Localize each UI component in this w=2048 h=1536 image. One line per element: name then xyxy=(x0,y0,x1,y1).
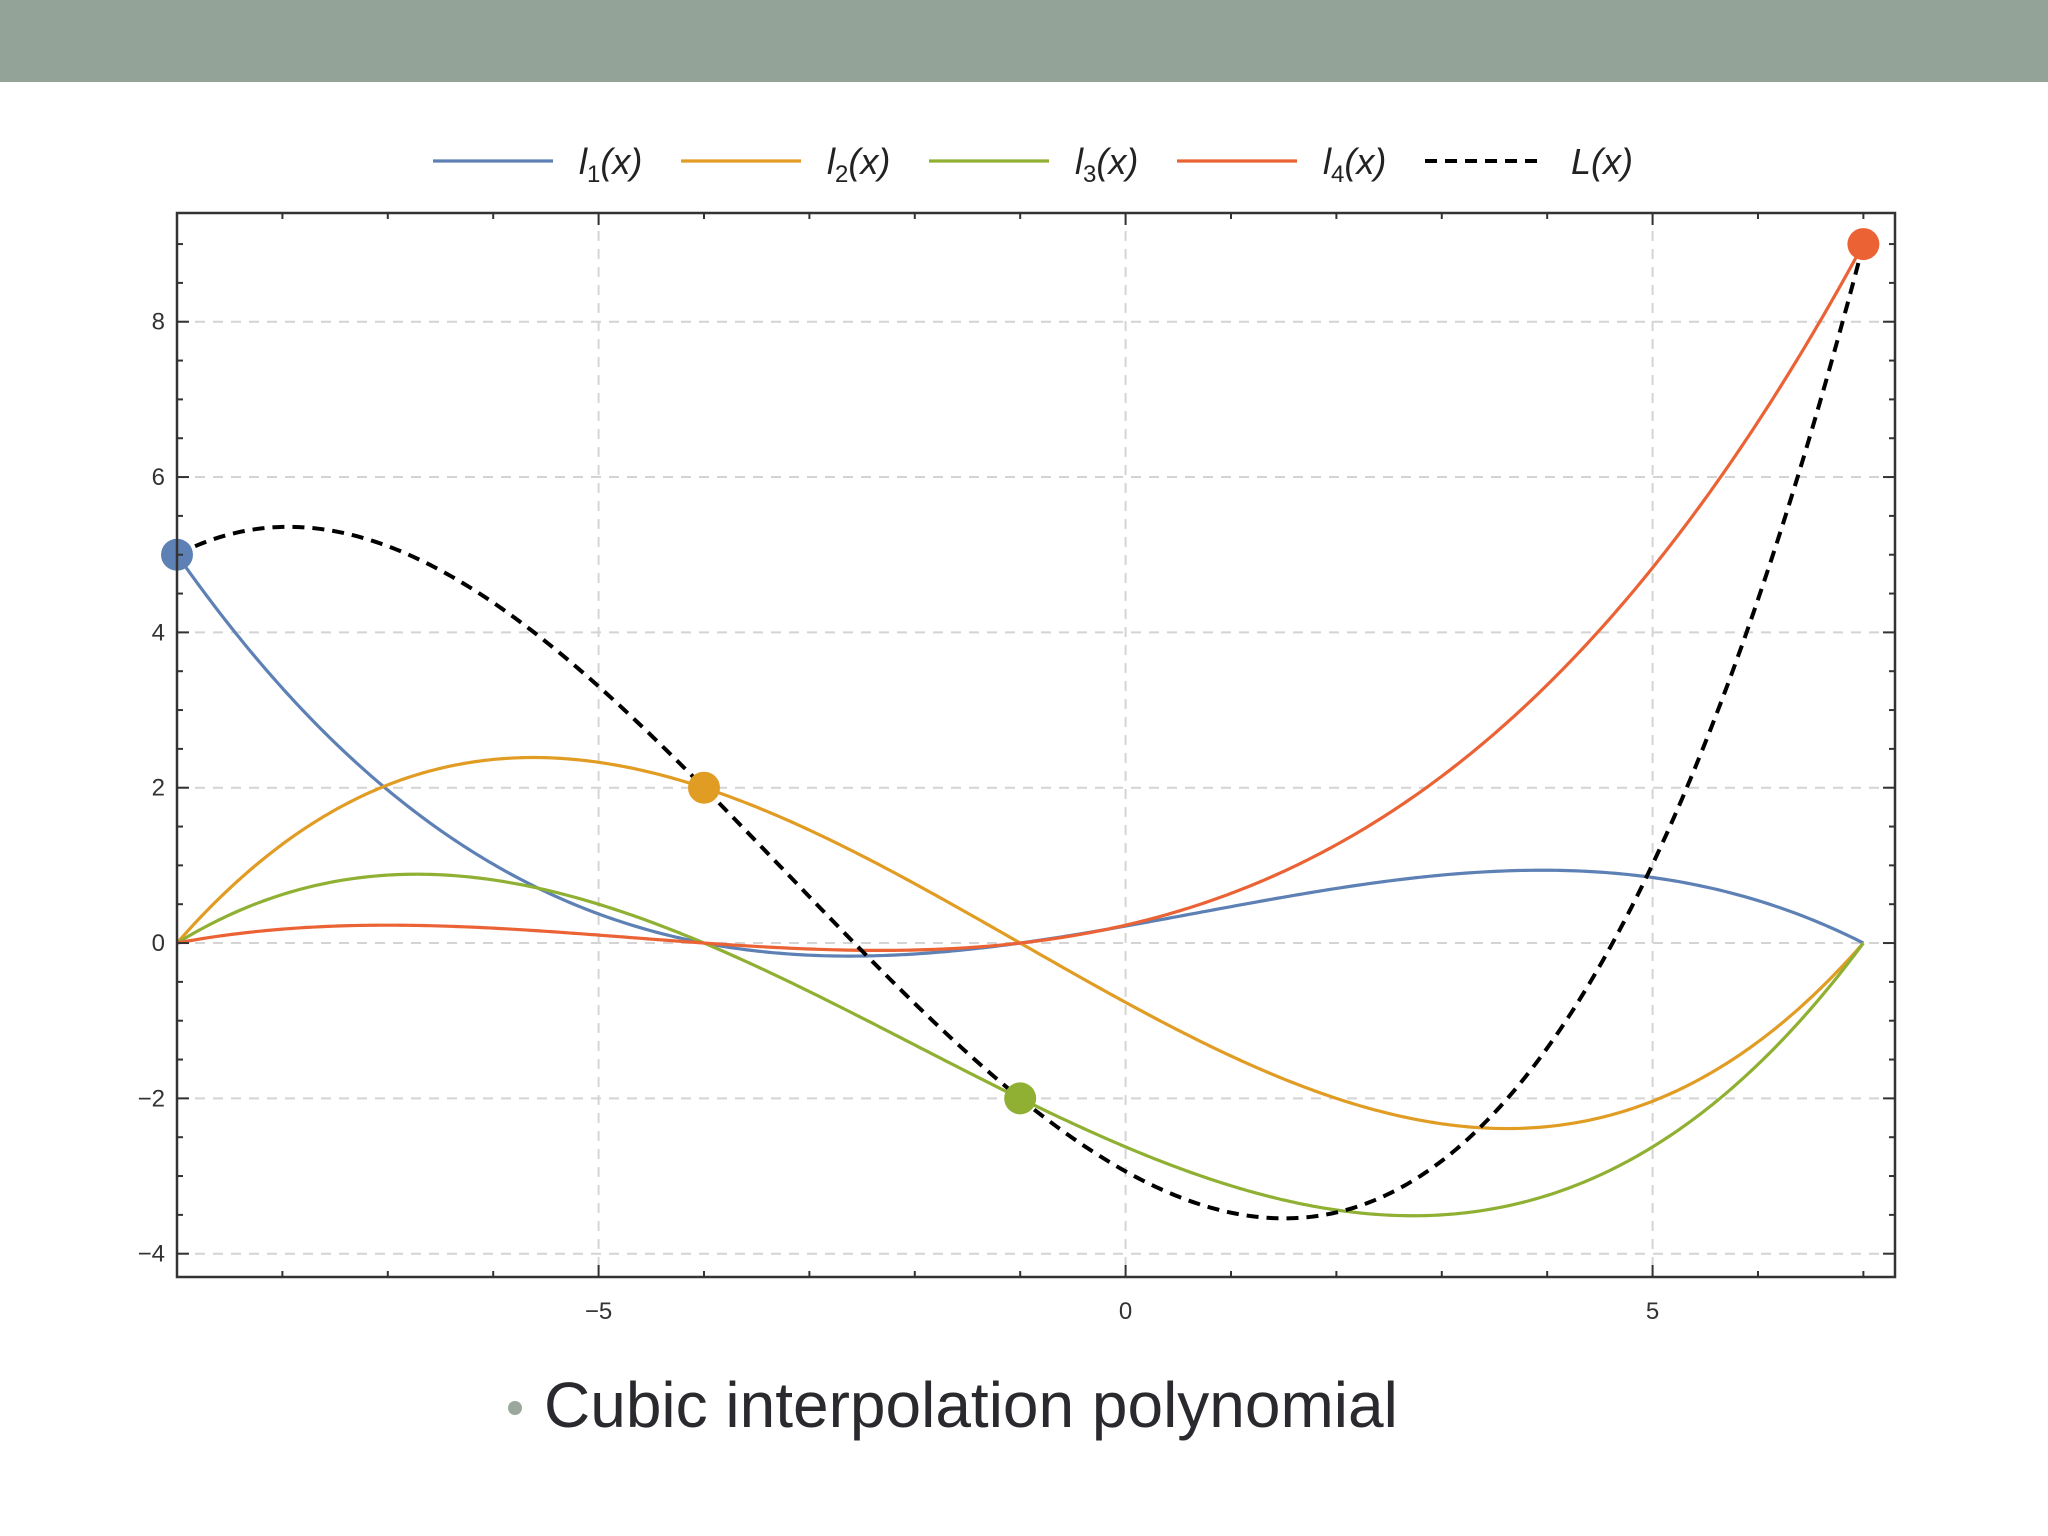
y-tick-label: 2 xyxy=(152,775,165,802)
ticks: −5 0 5 −4 −2 0 2 4 6 8 xyxy=(138,213,1895,1325)
bullet-icon xyxy=(508,1401,522,1415)
node-marker xyxy=(687,771,720,804)
chart: −5 0 5 −4 −2 0 2 4 6 8 l1(x) l2(x) l3(x) l4(x) L(x) xyxy=(138,141,1897,1325)
series-line-l4 xyxy=(176,243,1865,952)
y-tick-label: 0 xyxy=(152,930,165,957)
legend-label-l2: l2(x) xyxy=(827,141,890,188)
header-bar xyxy=(0,0,2048,82)
y-tick-label: −4 xyxy=(138,1241,165,1268)
plot-frame xyxy=(175,211,1897,1279)
legend: l1(x) l2(x) l3(x) l4(x) L(x) xyxy=(433,141,1633,188)
y-tick-label: −2 xyxy=(138,1085,165,1112)
caption-text: Cubic interpolation polynomial xyxy=(544,1369,1398,1441)
x-tick-label: −5 xyxy=(585,1298,612,1325)
node-marker xyxy=(1847,228,1880,261)
x-tick-label: 0 xyxy=(1119,1298,1132,1325)
series-line-L xyxy=(176,243,1866,1221)
caption: Cubic interpolation polynomial xyxy=(508,1360,1398,1450)
legend-label-l3: l3(x) xyxy=(1075,141,1138,188)
legend-label-l1: l1(x) xyxy=(579,141,642,188)
node-markers xyxy=(161,228,1880,1115)
y-tick-label: 4 xyxy=(152,619,165,646)
curves xyxy=(175,243,1866,1221)
y-tick-label: 8 xyxy=(152,309,165,336)
legend-label-l4: l4(x) xyxy=(1323,141,1386,188)
series-line-l1 xyxy=(175,553,1865,958)
grid xyxy=(177,213,1895,1277)
x-tick-label: 5 xyxy=(1646,1298,1659,1325)
node-marker xyxy=(1004,1082,1037,1115)
legend-label-L: L(x) xyxy=(1571,141,1633,182)
y-tick-label: 6 xyxy=(152,464,165,491)
